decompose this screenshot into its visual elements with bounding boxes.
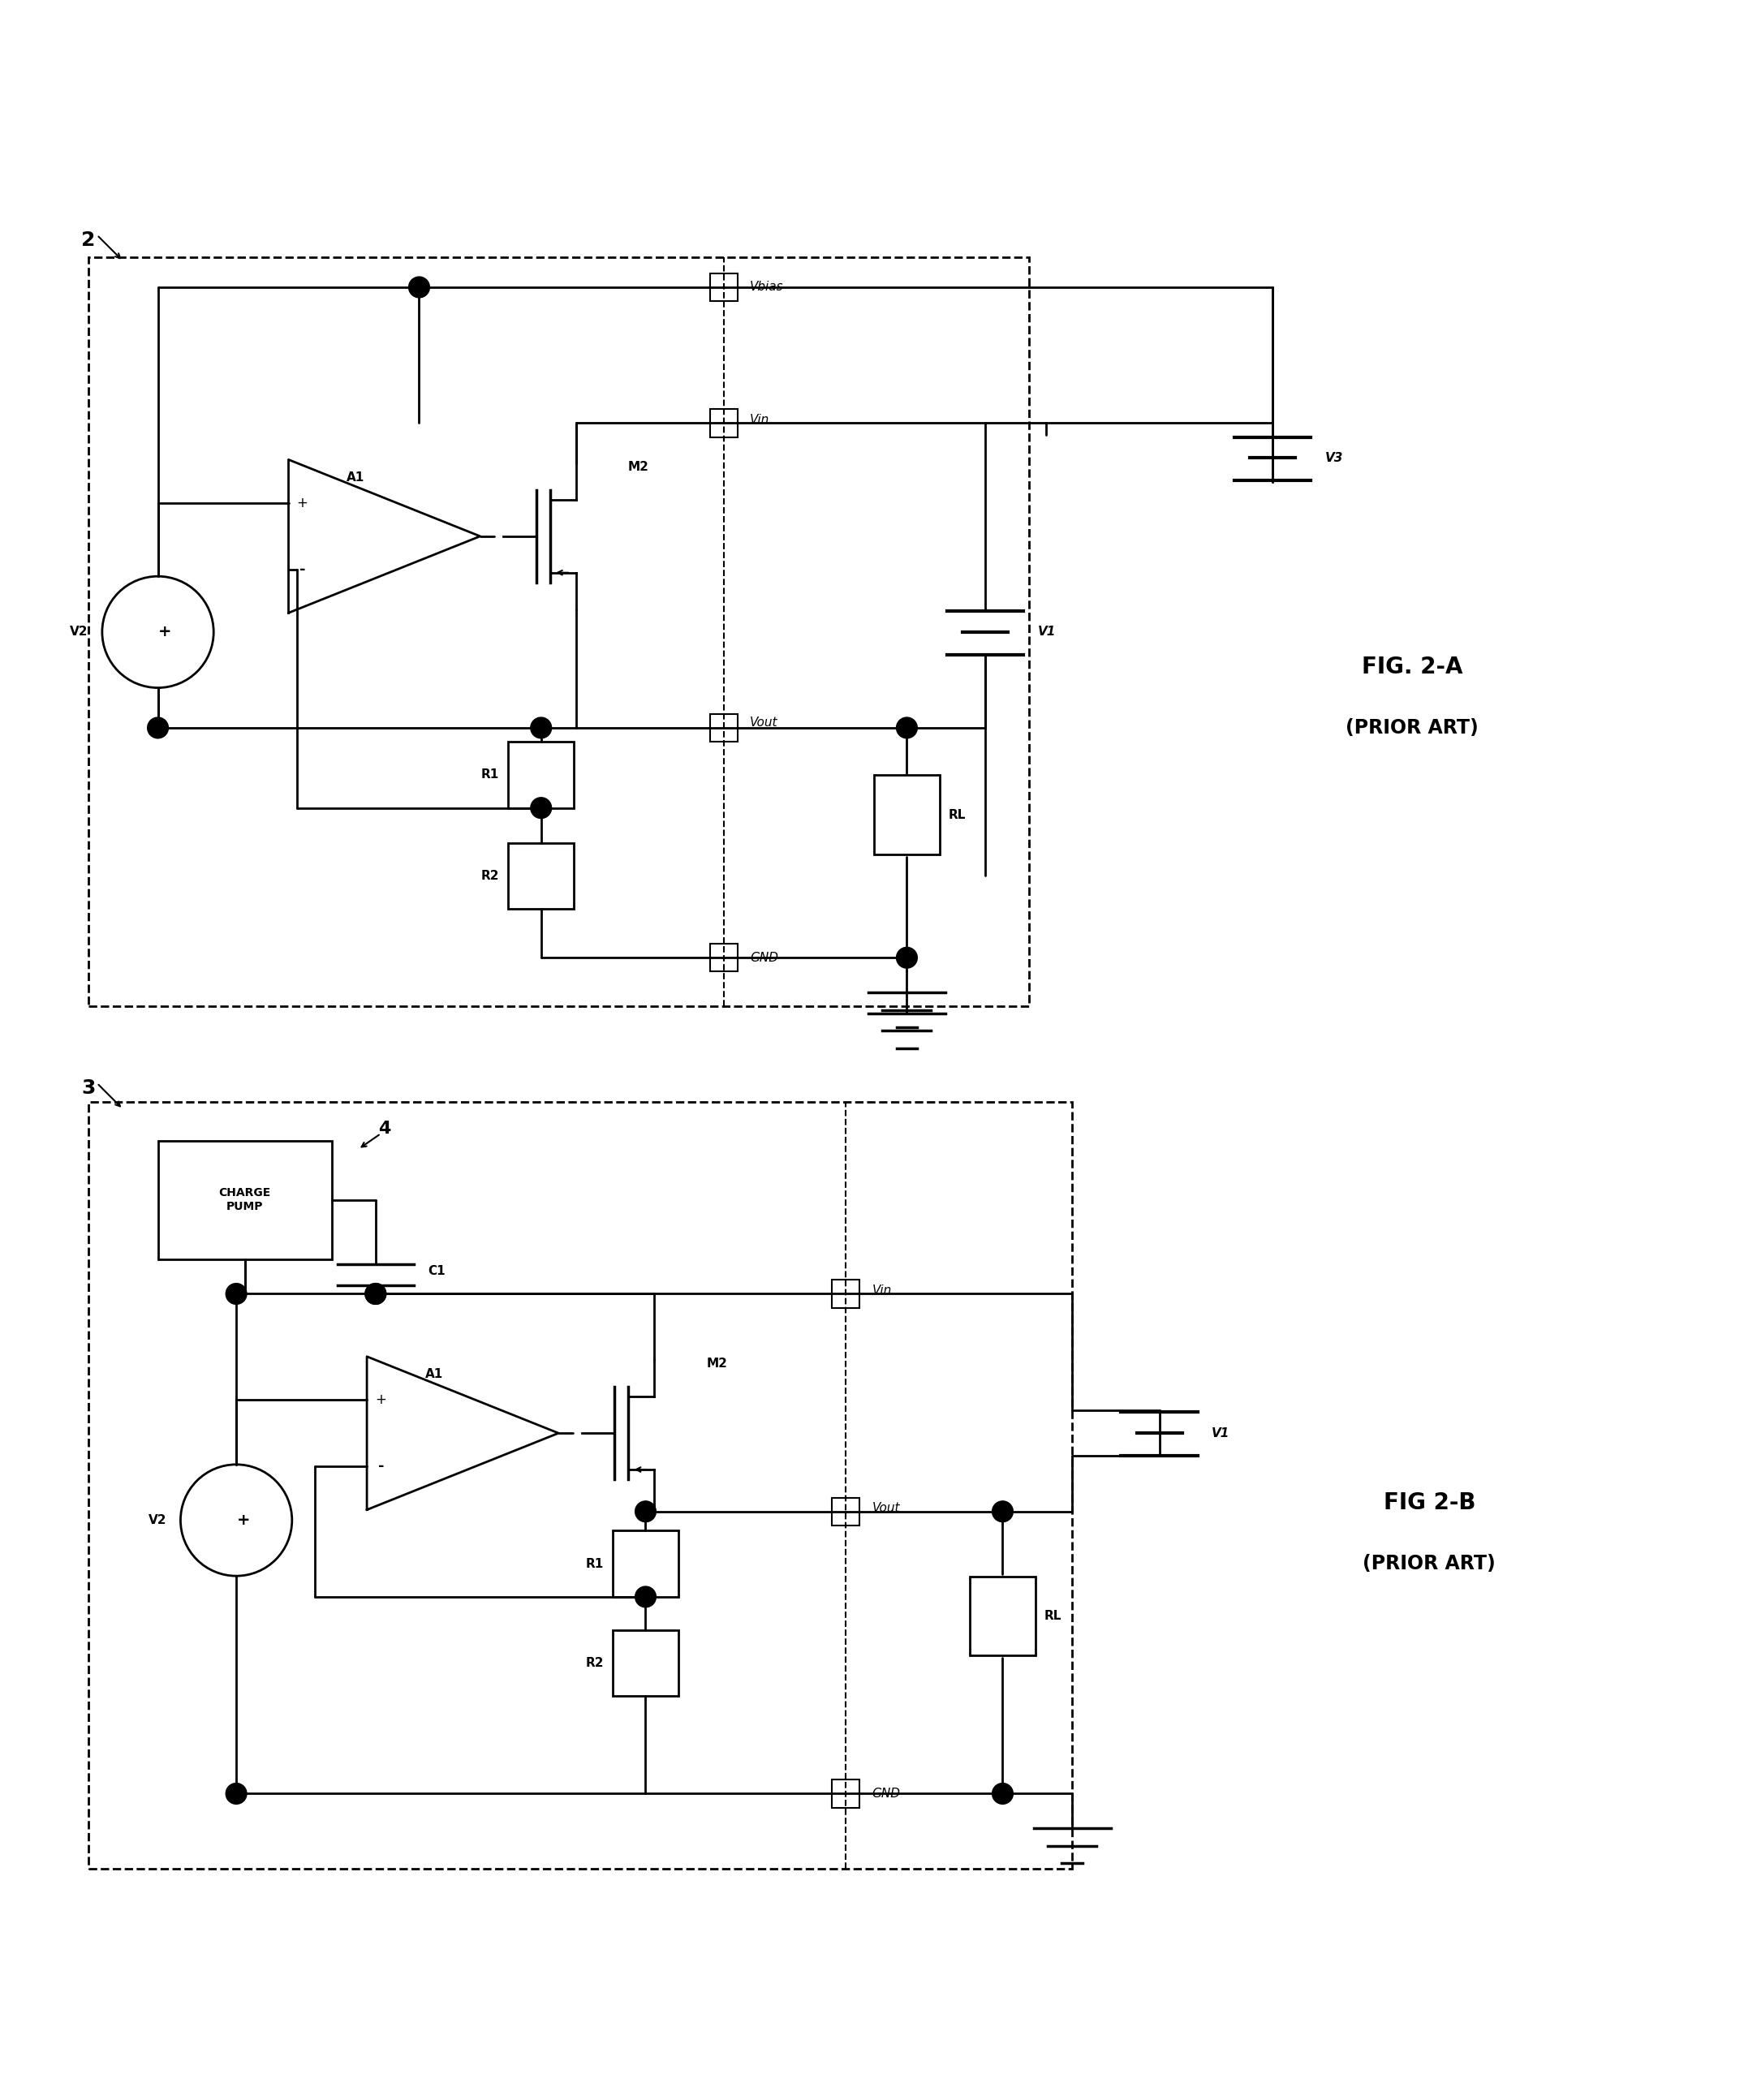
Circle shape <box>225 1783 246 1804</box>
Text: -: - <box>378 1459 384 1474</box>
Text: 2: 2 <box>82 231 96 250</box>
Text: +: + <box>296 496 309 510</box>
Circle shape <box>992 1501 1013 1522</box>
Circle shape <box>225 1283 246 1304</box>
Text: A1: A1 <box>426 1369 443 1380</box>
Bar <box>508 741 574 808</box>
Text: FIG 2-B: FIG 2-B <box>1383 1491 1475 1514</box>
Text: 3: 3 <box>82 1079 96 1098</box>
Text: GND: GND <box>872 1787 900 1800</box>
Bar <box>710 410 738 437</box>
Bar <box>612 1531 678 1596</box>
Text: A1: A1 <box>347 470 364 483</box>
Text: V1: V1 <box>1212 1428 1230 1439</box>
Text: R2: R2 <box>586 1657 603 1670</box>
Text: GND: GND <box>750 951 778 964</box>
Text: V3: V3 <box>1325 451 1343 464</box>
Circle shape <box>635 1586 656 1607</box>
Bar <box>970 1577 1036 1655</box>
Bar <box>710 714 738 741</box>
Text: Vbias: Vbias <box>750 281 783 294</box>
Text: Vin: Vin <box>750 414 769 426</box>
Text: V2: V2 <box>148 1514 167 1527</box>
Bar <box>612 1630 678 1697</box>
Text: M2: M2 <box>628 460 649 473</box>
Circle shape <box>408 277 429 298</box>
Bar <box>89 1102 1073 1869</box>
Circle shape <box>635 1501 656 1522</box>
Text: M2: M2 <box>706 1357 727 1369</box>
Circle shape <box>896 947 917 968</box>
Text: 4: 4 <box>378 1119 391 1136</box>
Text: Vout: Vout <box>872 1501 900 1514</box>
Circle shape <box>992 1783 1013 1804</box>
Bar <box>874 775 940 855</box>
Bar <box>832 1497 860 1525</box>
Circle shape <box>530 798 551 819</box>
Text: R2: R2 <box>481 869 499 882</box>
Circle shape <box>896 718 917 739</box>
Bar <box>710 273 738 300</box>
Text: RL: RL <box>949 808 966 821</box>
Text: V2: V2 <box>70 626 89 638</box>
Text: Vout: Vout <box>750 716 778 729</box>
Circle shape <box>530 718 551 739</box>
Text: +: + <box>237 1512 249 1529</box>
Text: V1: V1 <box>1038 626 1055 638</box>
Text: CHARGE
PUMP: CHARGE PUMP <box>220 1186 270 1212</box>
Text: FIG. 2-A: FIG. 2-A <box>1362 655 1463 678</box>
Bar <box>159 1140 331 1260</box>
Bar <box>832 1279 860 1308</box>
Bar <box>710 943 738 972</box>
Bar <box>508 842 574 909</box>
Text: (PRIOR ART): (PRIOR ART) <box>1362 1554 1496 1573</box>
Text: (PRIOR ART): (PRIOR ART) <box>1346 718 1479 737</box>
Text: +: + <box>375 1392 387 1407</box>
Text: -: - <box>300 563 305 578</box>
Circle shape <box>364 1283 385 1304</box>
Text: +: + <box>159 624 171 640</box>
Text: C1: C1 <box>427 1264 445 1277</box>
Bar <box>832 1779 860 1808</box>
Text: R1: R1 <box>481 769 499 781</box>
Bar <box>89 258 1029 1006</box>
Text: R1: R1 <box>586 1558 603 1571</box>
Text: RL: RL <box>1045 1611 1062 1621</box>
Text: Vin: Vin <box>872 1285 891 1296</box>
Circle shape <box>148 718 169 739</box>
Circle shape <box>364 1283 385 1304</box>
